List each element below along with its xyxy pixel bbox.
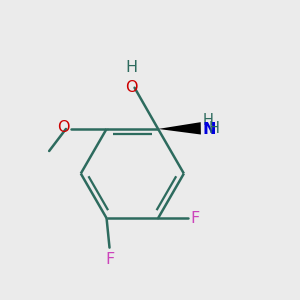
- Text: O: O: [125, 80, 138, 95]
- Text: H: H: [125, 60, 138, 75]
- Text: N: N: [202, 122, 216, 137]
- Text: O: O: [57, 120, 70, 135]
- Text: H: H: [202, 113, 213, 128]
- Text: F: F: [105, 252, 114, 267]
- Text: H: H: [209, 122, 220, 136]
- Text: F: F: [190, 211, 199, 226]
- Polygon shape: [158, 122, 201, 134]
